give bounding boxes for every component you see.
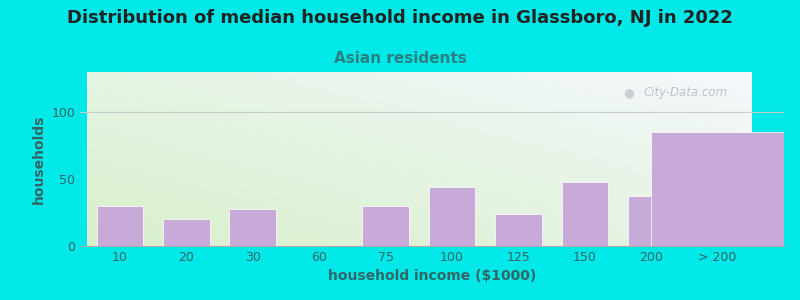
Bar [628, 196, 674, 246]
Bar [230, 208, 276, 246]
Y-axis label: households: households [32, 114, 46, 204]
Bar [429, 187, 475, 246]
X-axis label: household income ($1000): household income ($1000) [328, 269, 536, 284]
Bar [495, 214, 542, 246]
Bar [163, 219, 210, 246]
Bar [97, 206, 143, 246]
Text: Distribution of median household income in Glassboro, NJ in 2022: Distribution of median household income … [67, 9, 733, 27]
Bar [562, 182, 608, 246]
Text: Asian residents: Asian residents [334, 51, 466, 66]
Bar [362, 206, 409, 246]
Text: ●: ● [624, 86, 634, 99]
Text: City-Data.com: City-Data.com [643, 86, 727, 99]
Bar [651, 132, 784, 246]
